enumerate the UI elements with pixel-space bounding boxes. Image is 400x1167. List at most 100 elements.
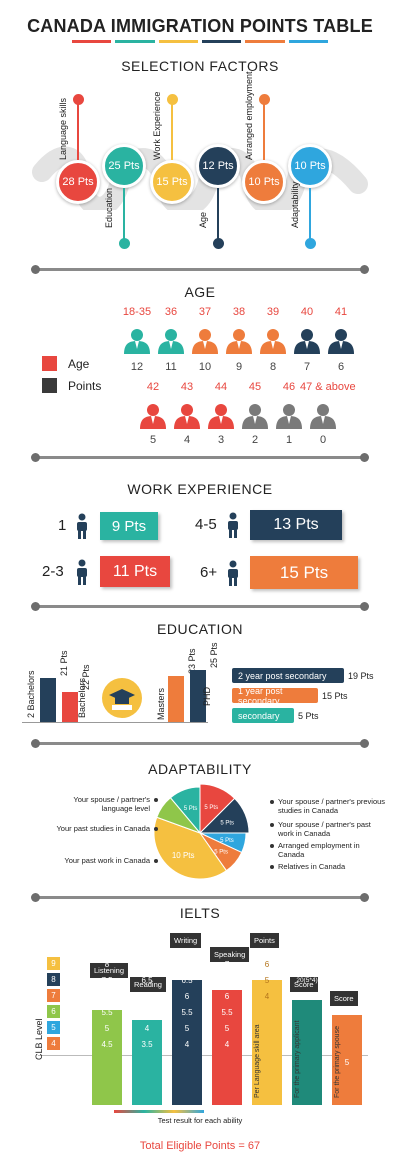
leader-dot	[270, 800, 274, 804]
leader-dot	[154, 798, 158, 802]
work-years: 4-5	[195, 516, 217, 533]
work-years: 6+	[200, 563, 218, 581]
education-bar-label: Bachelors	[77, 677, 87, 718]
ielts-value: 7	[224, 960, 230, 969]
points-value: 4	[183, 434, 191, 446]
ielts-value: 7	[184, 960, 190, 969]
ielts-value: 5	[104, 1024, 110, 1033]
factor-circle: 12 Pts	[196, 144, 240, 188]
points-value: 7	[303, 361, 311, 373]
factor-pin	[213, 238, 224, 249]
ielts-value: 5	[144, 1008, 150, 1017]
factor-label: Age	[198, 211, 208, 228]
ielts-column-tag: Listening	[90, 963, 129, 978]
points-value: 2	[251, 434, 259, 446]
person-icon	[172, 403, 202, 429]
factor-circle: 15 Pts	[150, 160, 194, 204]
ielts-value: 3.5	[141, 1040, 153, 1049]
work-title: WORK EXPERIENCE	[127, 481, 273, 497]
ielts-column-tag: Speaking	[210, 947, 250, 962]
ielts-value: 4	[264, 992, 270, 1001]
education-bar-label: 2 Bachelors	[26, 670, 36, 718]
ielts-column	[172, 980, 202, 1105]
education-bar-label: Masters	[156, 687, 166, 720]
factor-pin	[305, 238, 316, 249]
graduation-cap-icon	[102, 678, 142, 718]
pie-slice-label: 5 Pts	[220, 821, 234, 827]
factor-pin	[259, 94, 270, 105]
factor-stem	[217, 188, 219, 240]
divider-3	[31, 602, 369, 611]
worker-icon	[74, 513, 90, 544]
ielts-value: 5	[264, 976, 270, 985]
education-level-pill: secondary	[232, 708, 294, 723]
ielts-value: 20(5*4)	[296, 977, 318, 984]
divider-2	[31, 453, 369, 462]
adaptability-label: Your spouse / partner's past work in Can…	[278, 820, 371, 838]
adaptability-label: Your spouse / partner's previous studies…	[278, 797, 386, 815]
age-value: 39	[266, 306, 280, 318]
ielts-value: 16(4*4)	[296, 993, 318, 1000]
ielts-value: 6.5	[181, 976, 193, 985]
ielts-title: IELTS	[179, 905, 221, 921]
ielts-column-caption: For the primary applicant	[294, 1020, 301, 1098]
points-value: 9	[235, 361, 243, 373]
ielts-value: 6	[104, 992, 110, 1001]
page-title: CANADA IMMIGRATION POINTS TABLE	[27, 16, 373, 36]
ielts-value: 6	[224, 992, 230, 1001]
education-level-points: 19 Pts	[348, 671, 374, 681]
age-value: 44	[214, 381, 228, 393]
person-icon	[156, 328, 186, 354]
ielts-value: 5	[224, 1024, 230, 1033]
leader-dot	[270, 844, 274, 848]
education-bar	[190, 670, 206, 722]
ielts-value: 7	[144, 960, 150, 969]
ielts-value: 5.5	[181, 1008, 193, 1017]
adaptability-pie: 5 Pts 5 Pts 5 Pts 5 Pts 5 Pts 10 Pts	[153, 783, 250, 880]
clb-level-box: 8	[47, 973, 60, 986]
ielts-value: 6	[264, 960, 270, 969]
age-value: 36	[164, 306, 178, 318]
person-icon	[138, 403, 168, 429]
age-value: 46	[282, 381, 296, 393]
factor-stem	[77, 102, 79, 160]
ielts-value: 4	[144, 1024, 150, 1033]
factor-stem	[309, 188, 311, 240]
person-icon	[274, 403, 304, 429]
ielts-baseline	[38, 1055, 368, 1056]
work-points-box: 15 Pts	[250, 556, 358, 589]
factor-label: Education	[104, 187, 114, 228]
caption-bar	[114, 1110, 204, 1113]
education-bar	[168, 676, 184, 722]
factor-label: Work Experience	[152, 91, 162, 160]
education-bar	[40, 678, 56, 722]
clb-level-box: 9	[47, 957, 60, 970]
person-icon	[122, 328, 152, 354]
points-value: 3	[217, 434, 225, 446]
points-value: 5	[149, 434, 157, 446]
ielts-column-tag: Writing	[170, 933, 202, 948]
education-bar-points: 21 Pts	[59, 650, 69, 676]
education-level-pill: 2 year post secondary	[232, 668, 344, 683]
education-title: EDUCATION	[157, 621, 243, 637]
ielts-column	[332, 1015, 362, 1105]
education-level-points: 15 Pts	[322, 691, 348, 701]
ielts-column-tag: Score	[290, 977, 318, 992]
adaptability-label: Your past studies in Canada	[56, 824, 150, 833]
person-icon	[326, 328, 356, 354]
pie-slice	[198, 797, 250, 834]
ielts-column	[292, 1000, 322, 1105]
ielts-column-tag: Points	[250, 933, 279, 948]
pie-slice	[156, 797, 202, 835]
age-value: 43	[180, 381, 194, 393]
clb-level-box: 4	[47, 1037, 60, 1050]
factor-circle: 28 Pts	[56, 160, 100, 204]
pie-slice-label: 5 Pts	[220, 838, 234, 844]
points-value: 12	[130, 361, 144, 373]
ielts-column	[252, 980, 282, 1105]
legend-points-label: Points	[68, 379, 102, 393]
clb-level-box: 7	[47, 989, 60, 1002]
age-value: 45	[248, 381, 262, 393]
points-value: 1	[285, 434, 293, 446]
work-points-box: 13 Pts	[250, 510, 342, 540]
